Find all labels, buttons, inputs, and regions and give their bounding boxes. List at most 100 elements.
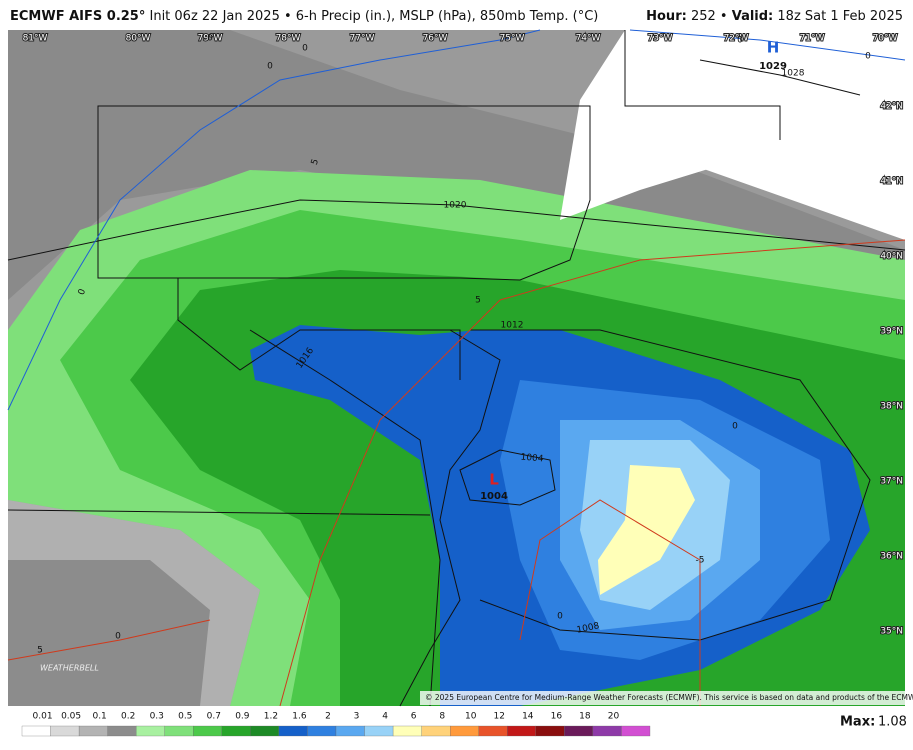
colorbar-swatch	[107, 725, 137, 737]
contour-label: 5	[37, 646, 43, 656]
colorbar-swatch	[307, 725, 337, 737]
colorbar-swatch	[450, 725, 479, 737]
borders	[7, 30, 781, 707]
latitude-label: 36°N	[880, 552, 903, 562]
contour-label: 5	[475, 296, 481, 306]
map	[7, 29, 906, 707]
contour-label: 0	[865, 52, 871, 62]
colorbar-swatch	[250, 725, 280, 737]
latitude-label: 40°N	[880, 252, 903, 262]
latitude-label: 41°N	[880, 177, 903, 187]
overlay: 81°W 80°W 79°W 78°W 77°W 76°W 75°W 74°W 73°W 72°W…	[21, 33, 904, 737]
contour-label: 0	[302, 44, 308, 54]
colorbar-swatch	[193, 725, 222, 737]
hour-label: Hour:	[646, 9, 687, 24]
contour-label: 1004	[520, 453, 544, 465]
colorbar-swatch	[535, 725, 565, 737]
colorbar-swatch	[364, 725, 394, 737]
colorbar-label: 8	[439, 712, 445, 722]
colorbar-swatch	[564, 725, 594, 737]
title: ECMWF AIFS 0.25°	[10, 9, 145, 24]
colorbar-label: 2	[325, 712, 331, 722]
pressure-center-value: 1029	[759, 61, 787, 72]
longitude-label: 77°W	[350, 34, 375, 44]
colorbar-label: 3	[354, 712, 360, 722]
logo: WEATHERBELL	[40, 664, 99, 673]
colorbar-swatch	[392, 725, 422, 737]
contour-label: 0	[557, 612, 563, 622]
copyright-bg	[420, 691, 905, 705]
isobars	[7, 59, 906, 707]
colorbar-label: 10	[465, 712, 477, 722]
longitude-label: 75°W	[500, 34, 525, 44]
longitude-label: 78°W	[276, 34, 301, 44]
latitude-label: 38°N	[880, 402, 903, 412]
header: ECMWF AIFS 0.25° Init 06z 22 Jan 2025 • …	[10, 9, 598, 24]
longitude-label: 81°W	[23, 34, 48, 44]
colorbar-swatch	[278, 725, 308, 737]
colorbar-label: 20	[608, 712, 620, 722]
colorbar-label: 0.7	[207, 712, 221, 722]
colorbar-swatch	[164, 725, 194, 737]
contour-label: 0	[77, 288, 88, 297]
contour-label: 5	[310, 158, 321, 167]
freezing-contours	[7, 29, 906, 411]
colorbar-label: 0.1	[92, 712, 106, 722]
longitude-label: 71°W	[800, 34, 825, 44]
colorbar-swatch	[507, 725, 536, 737]
contour-label: 1008	[576, 621, 601, 636]
colorbar-label: 14	[522, 712, 534, 722]
colorbar-label: 12	[494, 712, 505, 722]
colorbar-swatch	[478, 725, 508, 737]
longitude-label: 70°W	[873, 34, 898, 44]
colorbar-swatch	[21, 725, 51, 737]
contour-label: -5	[696, 556, 705, 566]
temperature-contours	[7, 239, 906, 707]
latitude-label: 35°N	[880, 627, 903, 637]
longitude-label: 74°W	[576, 34, 601, 44]
longitude-label: 72°W	[724, 34, 749, 44]
colorbar-swatch	[421, 725, 451, 737]
colorbar-swatch	[621, 725, 651, 737]
colorbar-label: 6	[411, 712, 417, 722]
contour-label: 0	[737, 36, 743, 46]
contour-label: 1028	[782, 69, 805, 79]
contour-label: 1020	[444, 201, 467, 211]
colorbar-swatch	[592, 725, 622, 737]
pressure-center-value: 1004	[480, 491, 508, 502]
colorbar-label: 4	[382, 712, 388, 722]
valid-label: Valid:	[732, 9, 774, 24]
colorbar-label: 0.5	[178, 712, 192, 722]
longitude-label: 76°W	[423, 34, 448, 44]
colorbar-label: 0.9	[235, 712, 250, 722]
valid-time: Hour: 252 • Valid: 18z Sat 1 Feb 2025	[646, 9, 903, 24]
longitude-label: 80°W	[126, 34, 151, 44]
land-clear	[560, 30, 905, 220]
latitude-label: 42°N	[880, 102, 903, 112]
contour-label: 0	[115, 632, 121, 642]
hour: 252 •	[691, 9, 728, 24]
copyright: © 2025 European Centre for Medium-Range …	[425, 693, 913, 702]
colorbar-label: 1.2	[264, 712, 278, 722]
longitude-label: 73°W	[648, 34, 673, 44]
colorbar-label: 0.2	[121, 712, 135, 722]
colorbar-label: 0.3	[150, 712, 164, 722]
colorbar-swatch	[78, 725, 108, 737]
colorbar-label: 0.01	[33, 712, 53, 722]
colorbar-swatch	[335, 725, 365, 737]
colorbar-swatch	[136, 725, 165, 737]
colorbar-label: 18	[579, 712, 591, 722]
latitude-label: 39°N	[880, 327, 903, 337]
colorbar-label: 16	[551, 712, 563, 722]
max-value: 1.08	[878, 715, 907, 730]
latitude-label: 37°N	[880, 477, 903, 487]
contour-label: 0	[207, 34, 213, 44]
contour-label: 0	[267, 62, 273, 72]
pressure-center-symbol: H	[767, 39, 780, 57]
precip-band	[598, 465, 695, 595]
colorbar-swatch	[50, 725, 80, 737]
precip-band	[8, 560, 210, 706]
subtitle: Init 06z 22 Jan 2025 • 6-h Precip (in.),…	[150, 9, 599, 24]
